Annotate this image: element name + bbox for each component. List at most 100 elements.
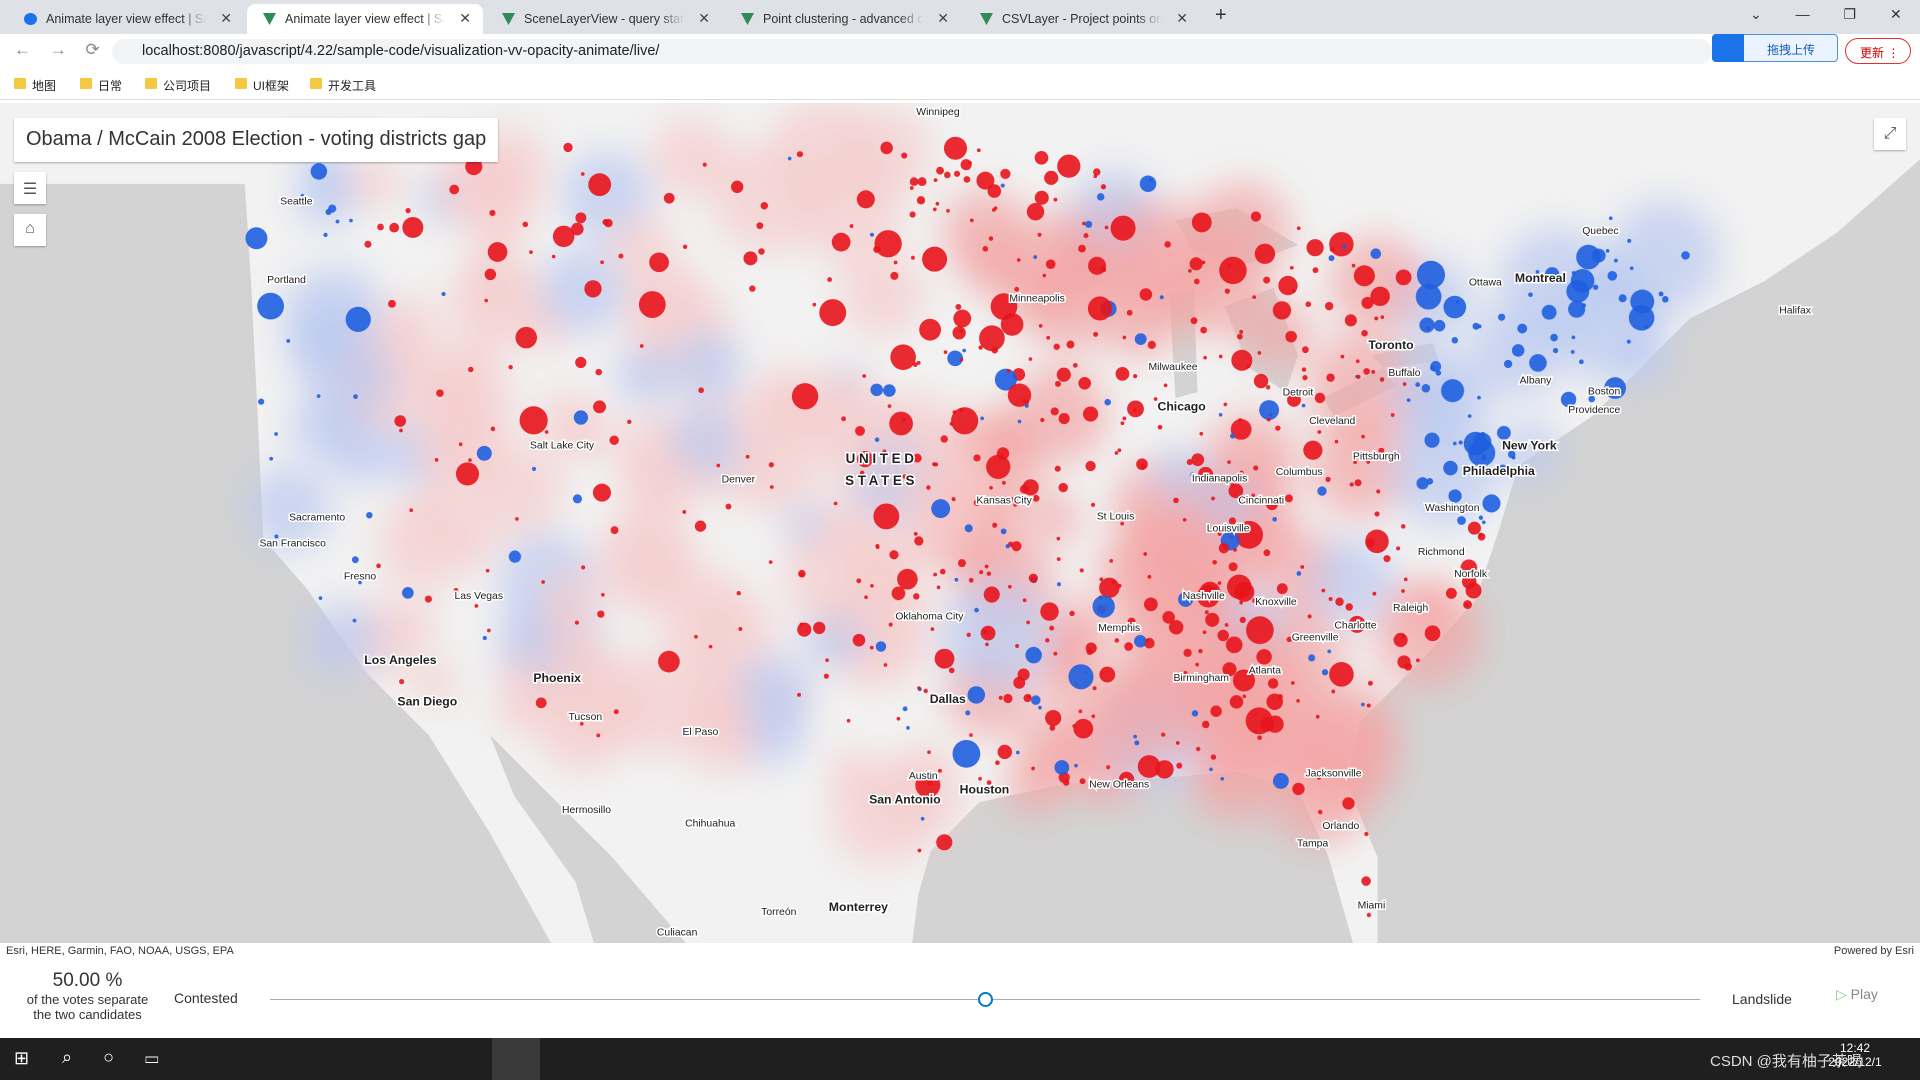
district-dot — [1054, 465, 1061, 472]
window-controls[interactable]: ⌄ — ❐ ✕ — [1750, 6, 1902, 22]
tab[interactable]: Animate layer view effect | Sar ✕ — [8, 4, 244, 34]
district-dot — [883, 384, 896, 397]
district-dot — [992, 522, 998, 528]
district-dot — [1223, 402, 1228, 407]
district-dot — [490, 426, 496, 432]
district-dot — [827, 277, 832, 282]
district-dot — [978, 776, 982, 781]
district-dot — [441, 291, 446, 297]
taskbar-icons[interactable]: ⌕ ○ ▭ — [62, 1047, 159, 1067]
place-label: Montreal — [1515, 271, 1566, 285]
bookmark[interactable]: 日常 — [80, 77, 122, 94]
haze-blob — [1158, 228, 1268, 338]
district-dot — [797, 692, 801, 697]
home-button[interactable]: ⌂ — [14, 214, 46, 246]
district-dot — [991, 208, 996, 212]
tab[interactable]: Point clustering - advanced co ✕ — [725, 4, 961, 34]
play-button[interactable]: ▷ Play — [1836, 986, 1878, 1002]
bookmark[interactable]: 地图 — [14, 77, 56, 94]
district-dot — [1143, 552, 1148, 556]
district-dot — [1290, 681, 1295, 685]
place-label: Oklahoma City — [895, 612, 964, 623]
place-label: Birmingham — [1174, 673, 1229, 684]
district-dot — [849, 224, 854, 228]
district-dot — [787, 156, 792, 161]
district-dot — [1277, 694, 1283, 700]
district-dot — [1124, 642, 1133, 651]
map[interactable]: Winnipeg Seattle Portland Quebec Ottawa Montr… — [0, 103, 1920, 943]
district-dot — [1329, 662, 1354, 687]
bookmark[interactable]: 开发工具 — [310, 77, 376, 94]
district-dot — [1100, 184, 1107, 190]
district-dot — [1028, 357, 1033, 361]
district-dot — [1199, 581, 1221, 603]
district-dot — [1416, 477, 1429, 490]
place-label: Minneapolis — [1009, 293, 1064, 304]
district-dot — [943, 136, 968, 160]
district-dot — [399, 679, 405, 685]
district-dot — [1613, 258, 1618, 263]
district-dot — [453, 587, 459, 593]
district-dot — [933, 178, 938, 182]
district-dot — [1238, 418, 1243, 422]
update-button[interactable]: 更新 ⋮ — [1845, 38, 1911, 64]
district-dot — [1085, 220, 1093, 228]
district-dot — [749, 285, 756, 292]
district-dot — [1374, 316, 1379, 321]
fullscreen-button[interactable]: ⤢ — [1874, 118, 1906, 150]
district-dot — [1024, 400, 1029, 405]
district-dot — [257, 292, 284, 320]
bookmark[interactable]: UI框架 — [235, 77, 289, 94]
district-dot — [915, 772, 941, 798]
district-dot — [468, 458, 472, 462]
place-label: Providence — [1568, 405, 1620, 416]
district-dot — [584, 280, 602, 298]
district-dot — [508, 365, 513, 370]
district-dot — [955, 303, 962, 310]
district-dot — [1353, 265, 1375, 287]
district-dot — [1443, 295, 1467, 319]
taskbar: ⊞ ⌕ ○ ▭ CSDN @我有柚子茶喝 12:42 2022/12/1 — [0, 1038, 1920, 1080]
district-dot — [1000, 183, 1005, 188]
district-dot — [574, 620, 579, 625]
district-dot — [1263, 276, 1271, 284]
district-dot — [856, 451, 874, 468]
district-dot — [1424, 625, 1441, 642]
tab[interactable]: CSVLayer - Project points on th ✕ — [964, 4, 1200, 34]
district-dot — [1395, 269, 1412, 286]
district-dot — [1372, 451, 1377, 456]
district-dot — [1644, 324, 1648, 329]
district-dot — [269, 456, 274, 461]
tab[interactable]: Animate layer view effect | Sar ✕ — [247, 4, 483, 34]
district-dot — [869, 232, 875, 237]
district-dot — [1342, 797, 1355, 810]
slider-thumb[interactable] — [978, 992, 993, 1007]
district-dot — [874, 437, 880, 443]
district-dot — [1217, 581, 1222, 585]
place-label: Memphis — [1098, 623, 1140, 634]
district-dot — [1517, 323, 1528, 334]
district-dot — [575, 212, 587, 224]
new-tab[interactable]: + — [1215, 4, 1227, 26]
layer-list-button[interactable]: ☰ — [14, 172, 46, 204]
address-bar[interactable]: localhost:8080/javascript/4.22/sample-co… — [112, 39, 1712, 64]
nav-buttons[interactable]: ← → ⟳ — [14, 40, 100, 59]
district-dot — [1481, 431, 1485, 436]
district-dot — [1083, 233, 1089, 239]
district-dot — [969, 733, 973, 737]
tab[interactable]: SceneLayerView - query statis ✕ — [486, 4, 722, 34]
district-dot — [639, 344, 644, 348]
district-dot — [1303, 440, 1323, 460]
district-dot — [825, 658, 829, 663]
district-dot — [1511, 455, 1516, 460]
district-dot — [1452, 441, 1457, 446]
bookmark[interactable]: 公司项目 — [145, 77, 211, 94]
district-dot — [1263, 549, 1271, 557]
start-button[interactable]: ⊞ — [14, 1048, 30, 1068]
district-dot — [743, 251, 758, 266]
district-dot — [1132, 408, 1137, 413]
district-dot — [856, 578, 862, 584]
district-dot — [841, 416, 847, 422]
place-label: Halifax — [1779, 306, 1812, 317]
district-dot — [990, 293, 1018, 320]
